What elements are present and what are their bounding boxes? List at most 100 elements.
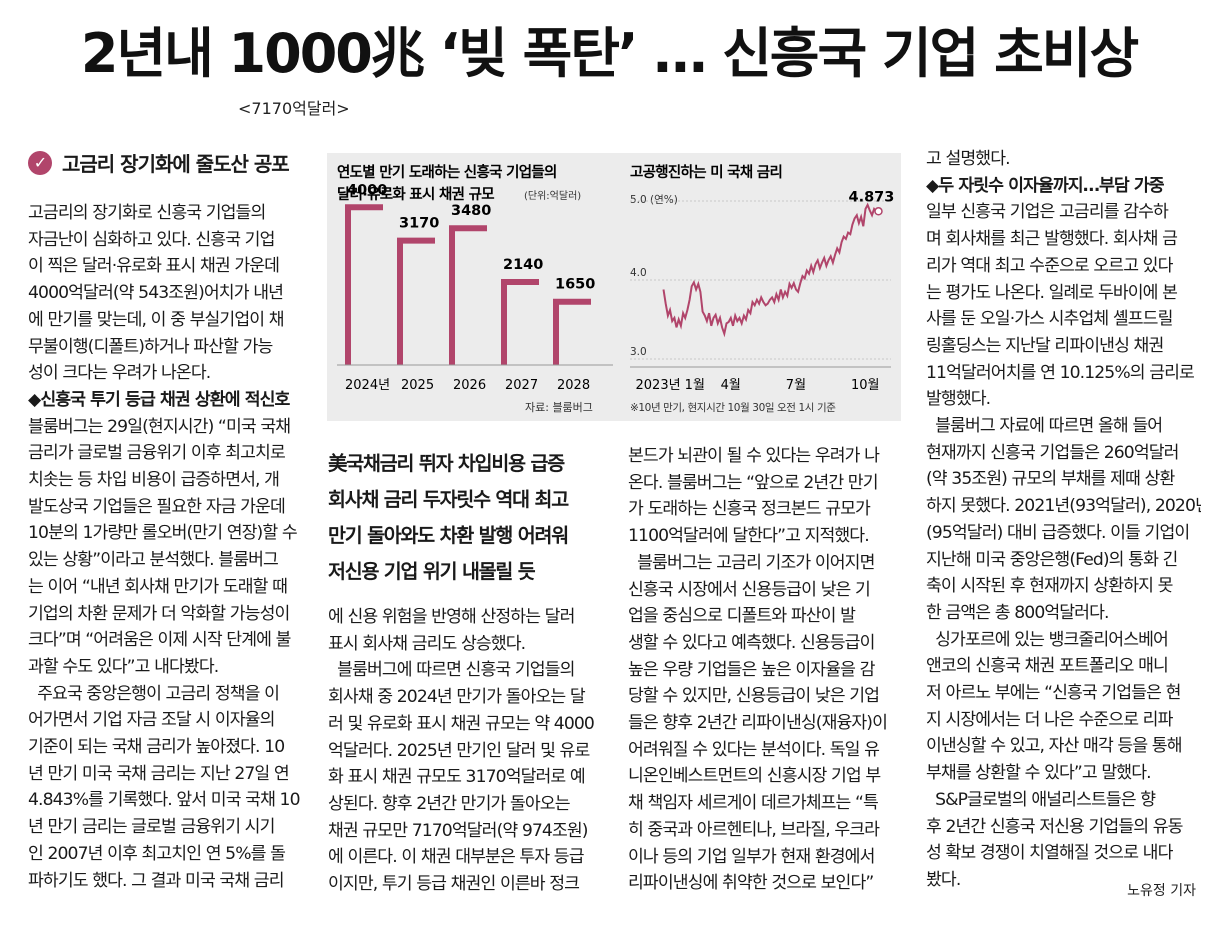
- text-line: 는 이어 “내년 회사채 만기가 도래할 때: [28, 576, 288, 597]
- text-line: 현재까지 신흥국 기업들은 260억달러: [926, 442, 1179, 463]
- text-line: 한 금액은 총 800억달러다.: [926, 602, 1109, 623]
- text-line: 당할 수 있지만, 신용등급이 낮은 기업: [628, 686, 880, 707]
- bar-value-label: 4000: [347, 182, 387, 198]
- text-line: 년 만기 미국 국채 금리는 지난 27일 연: [28, 763, 290, 784]
- infographic-panel: 연도별 만기 도래하는 신흥국 기업들의 달러·유로화 표시 채권 규모 (단위:억…: [327, 153, 901, 421]
- text-line: 4.843%를 기록했다. 앞서 미국 국채 10: [28, 790, 301, 811]
- last-point-marker: [874, 207, 883, 216]
- text-line: 자금난이 심화하고 있다. 신흥국 기업: [28, 229, 275, 250]
- text-line: 인 2007년 이후 최고치인 연 5%를 돌: [28, 843, 286, 864]
- text-line: (약 35조원) 규모의 부채를 제때 상환: [926, 469, 1175, 490]
- text-line: 채 책임자 세르게이 데르가체프는 “특: [628, 793, 879, 814]
- lead-summary: 美국채금리 뛰자 차입비용 급증 회사채 금리 두자릿수 역대 최고 만기 돌아와도…: [328, 446, 608, 590]
- text-line: 채권 규모만 7170억달러(약 974조원): [328, 820, 588, 841]
- text-line: 이낸싱할 수 있고, 자산 매각 등을 통해: [926, 736, 1183, 757]
- text-line: 가 도래하는 신흥국 정크본드 규모가: [628, 499, 871, 520]
- text-line: 히 중국과 아르헨티나, 브라질, 우크라: [628, 819, 880, 840]
- text-line: 표시 회사채 금리도 상승했다.: [328, 633, 526, 654]
- text-line: 발도상국 기업들은 필요한 자금 가운데: [28, 496, 286, 517]
- bar: [449, 225, 487, 365]
- text-line: 고금리의 장기화로 신흥국 기업들의: [28, 203, 266, 223]
- bar-category-label: 2028: [557, 378, 590, 393]
- line-chart-footnote: ※10년 만기, 현지시간 10월 30일 오전 1시 기준: [630, 401, 836, 414]
- text-line: 며 회사채를 최근 발행했다. 회사채 금: [926, 229, 1178, 250]
- text-line: 억달러다. 2025년 만기인 달러 및 유로: [328, 740, 590, 761]
- lead-line: 만기 돌아와도 차환 발행 어려워: [328, 524, 569, 547]
- text-line: 블룸버그는 29일(현지시간) “미국 국채: [28, 416, 291, 437]
- text-line: 러 및 유로화 표시 채권 규모는 약 4000: [328, 713, 595, 734]
- last-value-label: 4.873: [848, 189, 894, 205]
- bar-chart-title: 연도별 만기 도래하는 신흥국 기업들의: [337, 163, 557, 181]
- text-line: 4000억달러(약 543조원)어치가 내년: [28, 283, 284, 304]
- bar: [553, 298, 591, 365]
- text-line: 기준이 되는 국채 금리가 높아졌다. 10: [28, 737, 285, 758]
- x-tick-label: 4월: [721, 378, 741, 393]
- text-line: 업을 중심으로 디폴트와 파산이 발: [628, 606, 856, 627]
- text-line: 에 신용 위험을 반영해 산정하는 달러: [328, 607, 575, 627]
- text-line: 치솟는 등 차입 비용이 급증하면서, 개: [28, 470, 280, 491]
- text-line: 봤다.: [926, 869, 961, 890]
- section-heading: ✓ 고금리 장기화에 줄도산 공포: [28, 148, 290, 177]
- section-heading-text: 고금리 장기화에 줄도산 공포: [62, 152, 290, 176]
- text-line: 주요국 중앙은행이 고금리 정책을 이: [28, 683, 280, 704]
- text-line: 저 아르노 부에는 “신흥국 기업들은 현: [926, 683, 1181, 704]
- byline: 노유정 기자: [1127, 883, 1196, 899]
- text-line: 후 2년간 신흥국 저신용 기업들의 유동: [926, 816, 1183, 837]
- bar: [345, 204, 383, 365]
- text-line: 에 이른다. 이 채권 대부분은 투자 등급: [328, 847, 585, 868]
- headline: 2년내 1000兆 ‘빚 폭탄’ … 신흥국 기업 초비상: [80, 22, 1139, 85]
- text-line: 사를 둔 오일·가스 시추업체 셸프드릴: [926, 309, 1173, 330]
- y-tick-label: 3.0: [630, 346, 647, 358]
- text-line: 온다. 블룸버그는 “앞으로 2년간 만기: [628, 472, 879, 493]
- text-line: 신흥국 시장에서 신용등급이 낮은 기: [628, 579, 871, 600]
- text-line: 본드가 뇌관이 될 수 있다는 우려가 나: [628, 446, 880, 466]
- bar-category-label: 2027: [505, 378, 538, 393]
- text-line: 이나 등의 기업 일부가 현재 환경에서: [628, 846, 875, 867]
- text-line: 이 찍은 달러·유로화 표시 채권 가운데: [28, 256, 280, 277]
- x-tick-label: 10월: [851, 378, 880, 393]
- bar-value-label: 1650: [555, 277, 595, 293]
- text-line: 화 표시 채권 규모도 3170억달러로 예: [328, 767, 586, 788]
- text-line: ◆두 자릿수 이자율까지…부담 가중: [926, 175, 1165, 196]
- text-line: 크다”며 “어려움은 이제 시작 단계에 불: [28, 630, 291, 651]
- lead-line: 저신용 기업 위기 내몰릴 듯: [328, 560, 536, 583]
- bar-chart-title-2: 달러·유로화 표시 채권 규모: [337, 185, 494, 203]
- line-y-top-label: 5.0 (연%): [630, 194, 678, 206]
- text-line: 파하기도 했다. 그 결과 미국 국채 금리: [28, 870, 285, 891]
- text-line: ◆신흥국 투기 등급 채권 상환에 적신호: [28, 389, 290, 410]
- checkmark-icon: ✓: [28, 150, 52, 175]
- bar: [501, 279, 539, 365]
- text-line: 는 평가도 나온다. 일례로 두바이에 본: [926, 282, 1178, 303]
- text-line: 링홀딩스는 지난달 리파이낸싱 채권: [926, 335, 1164, 356]
- text-line: 니온인베스트먼트의 신흥시장 기업 부: [628, 766, 881, 787]
- text-line: 이지만, 투기 등급 채권인 이른바 정크: [328, 874, 580, 895]
- text-line: 싱가포르에 있는 뱅크줄리어스베어: [926, 629, 1169, 650]
- text-line: 블룸버그 자료에 따르면 올해 들어: [926, 416, 1163, 437]
- text-line: 일부 신흥국 기업은 고금리를 감수하: [926, 202, 1169, 223]
- text-line: 성이 크다는 우려가 나온다.: [28, 363, 211, 384]
- bar-category-label: 2025: [401, 378, 434, 393]
- subhead: <7170억달러>: [238, 99, 350, 118]
- text-line: 년 만기 금리는 글로벌 금융위기 시기: [28, 817, 275, 838]
- text-line: 1100억달러에 달한다”고 지적했다.: [628, 526, 870, 547]
- text-line: 기업의 차환 문제가 더 악화할 가능성이: [28, 603, 290, 624]
- text-line: 축이 시작된 후 현재까지 상환하지 못: [926, 576, 1173, 597]
- text-line: 발행했다.: [926, 389, 991, 410]
- text-line: 블룸버그는 고금리 기조가 이어지면: [628, 552, 875, 573]
- text-line: 높은 우량 기업들은 높은 이자율을 감: [628, 659, 875, 680]
- y-tick-label: 4.0: [630, 267, 647, 279]
- line-chart-title: 고공행진하는 미 국채 금리: [630, 164, 782, 181]
- text-line: 들은 향후 2년간 리파이낸싱(재융자)이: [628, 713, 888, 734]
- bar-value-label: 3480: [451, 203, 491, 219]
- bar-value-label: 2140: [503, 257, 543, 273]
- text-line: 에 만기를 맞는데, 이 중 부실기업이 채: [28, 309, 285, 330]
- x-tick-label: 2023년 1월: [636, 378, 705, 393]
- text-line: 지 시장에서는 더 나은 수준으로 리파: [926, 709, 1173, 730]
- text-line: 블룸버그에 따르면 신흥국 기업들의: [328, 660, 575, 681]
- text-line: 앤코의 신흥국 채권 포트폴리오 매니: [926, 656, 1169, 677]
- bar-value-label: 3170: [399, 216, 439, 232]
- text-line: 회사채 중 2024년 만기가 돌아오는 달: [328, 687, 586, 708]
- rate-line: [662, 202, 879, 338]
